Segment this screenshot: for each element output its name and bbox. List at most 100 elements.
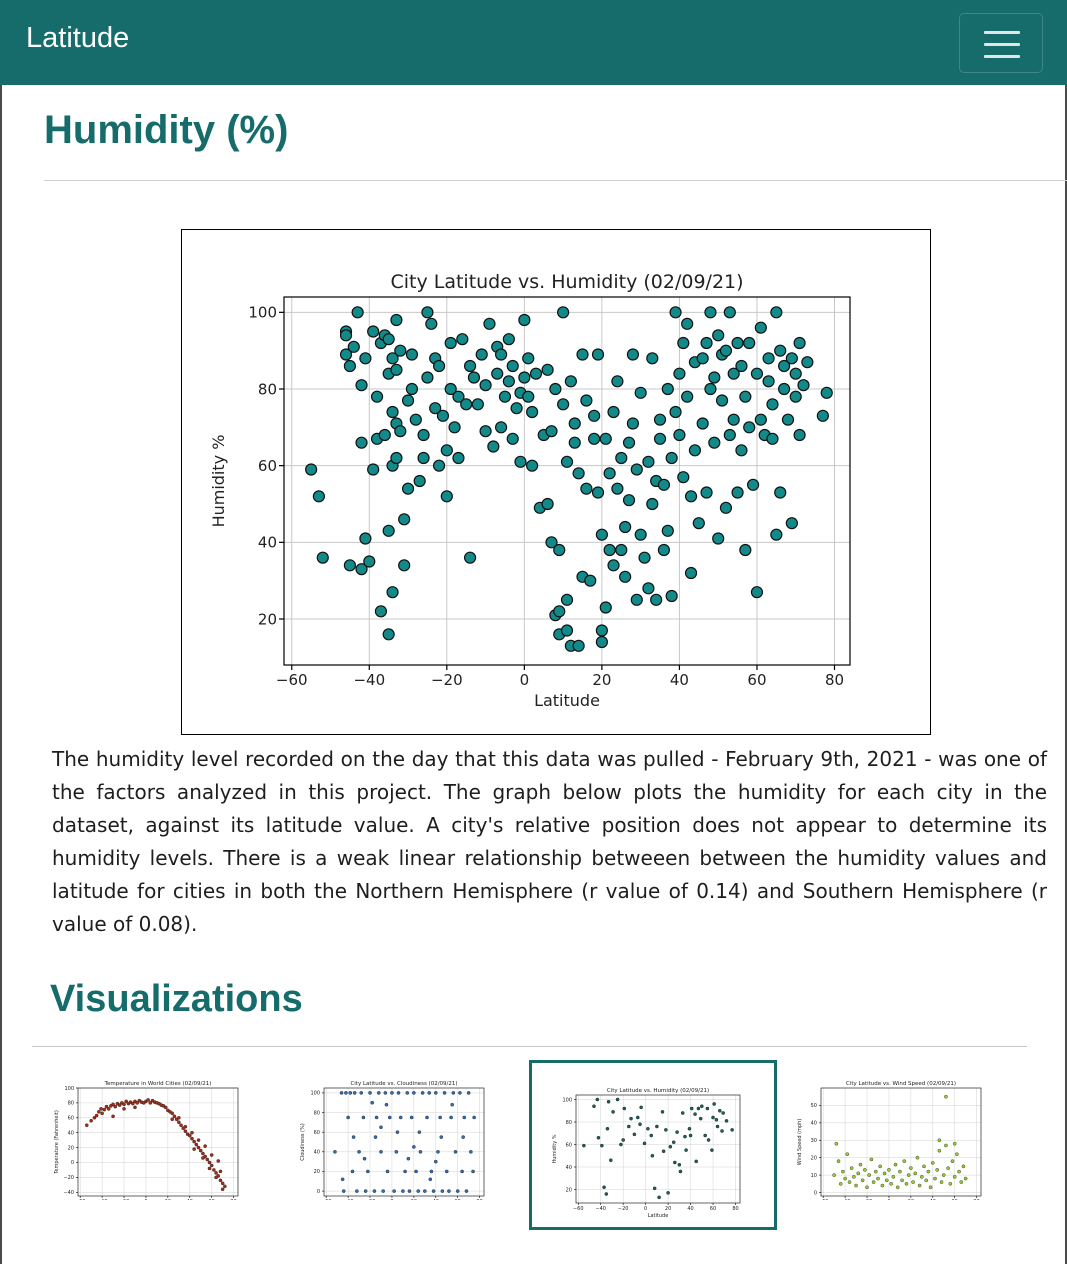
data-point [216,1159,221,1163]
data-point [117,1103,122,1107]
thumbnail-cloudiness[interactable]: −60 −40 −20 0 20 40 60 80 0 20 40 60 80 100 City Latit… [288,1060,536,1230]
data-point [724,1119,729,1123]
data-point [436,1150,440,1154]
data-point [172,1114,177,1119]
data-point [192,1147,196,1151]
data-point [777,382,791,396]
y-tick-label: 0 [317,1189,320,1195]
data-point [646,352,659,365]
data-point [673,1160,677,1165]
data-point [148,1101,153,1105]
data-point [401,394,415,407]
data-point [100,1111,104,1116]
data-point [398,559,411,572]
data-point [619,1142,623,1147]
data-point [135,1101,139,1105]
data-point [214,1175,218,1180]
y-tick-label: 20 [68,1145,74,1151]
cloudiness-thumbnail-chart: −60 −40 −20 0 20 40 60 80 0 20 40 60 80 100 City Latit… [300,1081,485,1200]
data-point [723,428,736,442]
x-axis-label: Latitude [534,691,600,710]
data-point [305,463,318,476]
data-point [731,486,744,499]
data-point [379,1125,383,1130]
data-point [941,1173,946,1177]
data-point [218,1169,223,1174]
navbar-brand[interactable]: Latitude [26,22,130,54]
data-point [603,467,616,480]
data-point [714,1117,719,1122]
data-point [770,528,783,541]
data-point [560,455,574,468]
data-point [655,1124,659,1129]
data-point [797,379,810,392]
thumbnail-wind-speed[interactable]: −60 −40 −20 0 20 40 60 80 0 10 20 30 40 50 City Latitu… [785,1060,1033,1230]
data-point [506,359,519,373]
data-point [688,1133,693,1138]
data-point [359,1091,364,1095]
data-point [461,1135,465,1139]
data-point [604,1192,609,1196]
humidity-chart-figure: −60 −40 −20 0 20 40 60 80 20 40 60 80 100 City Latitu… [181,229,931,735]
data-point [843,1176,847,1181]
x-tick-label: −40 [97,1199,108,1200]
data-point [363,555,376,568]
data-point [384,1102,389,1107]
data-point [661,382,674,396]
data-point [816,409,829,422]
data-point [708,436,721,449]
data-point [630,593,643,606]
data-point [592,1104,596,1109]
data-point [632,1132,637,1137]
data-point [595,528,608,541]
data-point [609,1158,613,1163]
y-tick-label: 60 [68,1116,74,1122]
data-point [869,1157,874,1162]
data-point [390,451,403,465]
data-point [650,1153,655,1158]
thumbnail-humidity[interactable]: −60 −40 −20 0 20 40 60 80 20 40 60 80 100 City Latitu… [529,1060,777,1230]
y-tick-label: 40 [68,1130,74,1136]
data-point [684,490,698,503]
chart-title: Temperature in World Cities (02/09/21) [104,1081,212,1087]
data-point [212,1168,216,1172]
data-point [911,1180,915,1184]
data-point [705,1106,710,1111]
data-point [582,1143,586,1148]
data-point [541,363,554,376]
hamburger-icon-bar-middle [984,43,1020,46]
data-point [361,1115,366,1120]
data-point [657,543,671,557]
data-point [220,1187,225,1192]
data-point [463,551,477,564]
data-point [622,1106,627,1111]
y-tick-label: 100 [248,304,277,322]
data-point [440,1189,445,1193]
data-point [622,494,636,507]
data-point [692,517,705,530]
data-point [471,1169,475,1174]
data-point [595,635,608,649]
navbar-toggle-button[interactable] [959,13,1043,73]
data-point [442,1091,447,1095]
visualizations-divider [32,1046,1027,1047]
data-point [715,394,729,407]
data-point [961,1164,966,1169]
x-tick-label: −40 [343,1199,354,1200]
data-point [898,1169,902,1174]
data-point [710,1148,714,1152]
x-tick-label: 60 [747,671,766,689]
data-point [401,1189,405,1193]
data-point [871,1180,876,1184]
data-point [346,1115,350,1120]
data-point [192,1139,196,1144]
data-point [557,398,570,411]
data-point [170,1111,175,1116]
thumbnail-temperature[interactable]: −60 −40 −20 0 20 40 60 80 −40 −20 0 20 40 60 80 100 Temp… [40,1060,288,1230]
data-point [438,1115,442,1120]
data-point [629,1116,633,1121]
data-point [754,413,767,426]
y-tick-label: 80 [566,1120,572,1126]
data-point [368,1091,372,1095]
data-point [92,1116,97,1120]
